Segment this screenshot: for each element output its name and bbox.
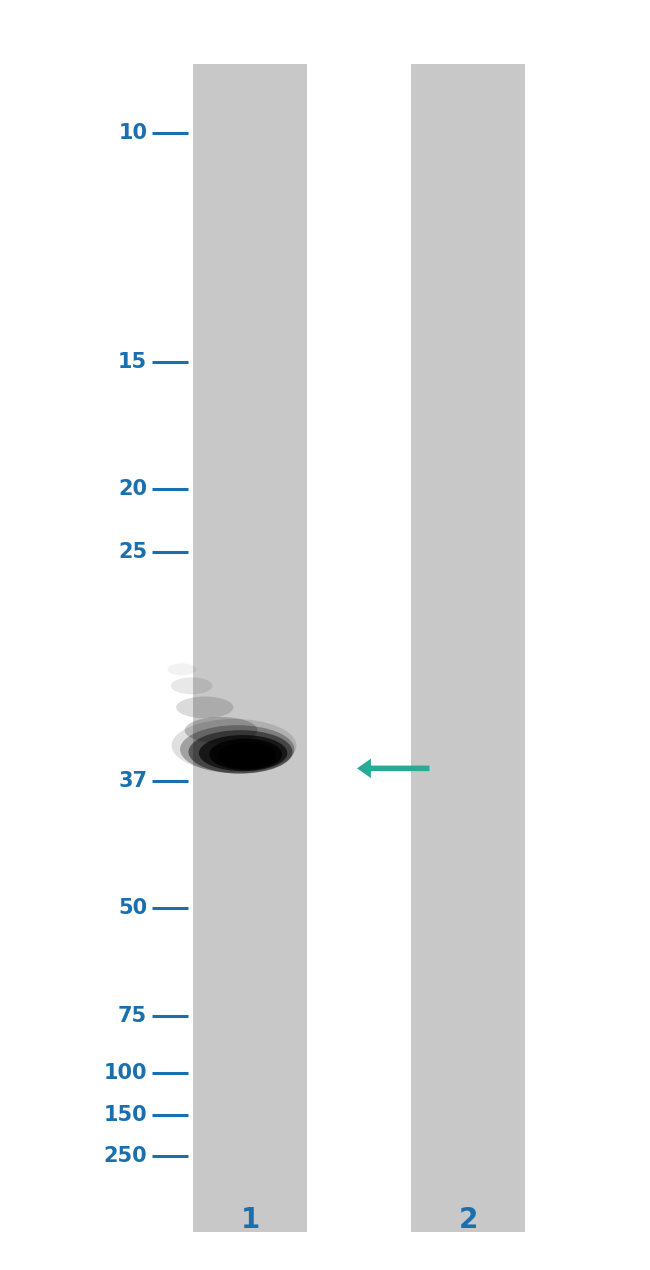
Text: 37: 37	[118, 771, 147, 791]
Text: 100: 100	[104, 1063, 147, 1083]
Text: 50: 50	[118, 898, 147, 918]
Text: 10: 10	[118, 123, 147, 144]
Text: 1: 1	[240, 1206, 260, 1234]
Ellipse shape	[171, 677, 213, 695]
Ellipse shape	[168, 663, 196, 676]
Text: 15: 15	[118, 352, 147, 372]
Text: 25: 25	[118, 542, 147, 563]
Ellipse shape	[218, 743, 276, 768]
Bar	[194, 64, 307, 1232]
FancyArrowPatch shape	[357, 758, 430, 779]
Text: 150: 150	[103, 1105, 147, 1125]
Text: 75: 75	[118, 1006, 147, 1026]
Text: 20: 20	[118, 479, 147, 499]
Ellipse shape	[199, 735, 287, 771]
Ellipse shape	[209, 739, 282, 770]
Bar	[411, 64, 525, 1232]
Ellipse shape	[176, 696, 233, 719]
Ellipse shape	[180, 725, 294, 773]
Ellipse shape	[172, 719, 296, 772]
Text: 2: 2	[458, 1206, 478, 1234]
Ellipse shape	[188, 730, 292, 773]
Ellipse shape	[185, 718, 257, 743]
Text: 250: 250	[103, 1146, 147, 1166]
